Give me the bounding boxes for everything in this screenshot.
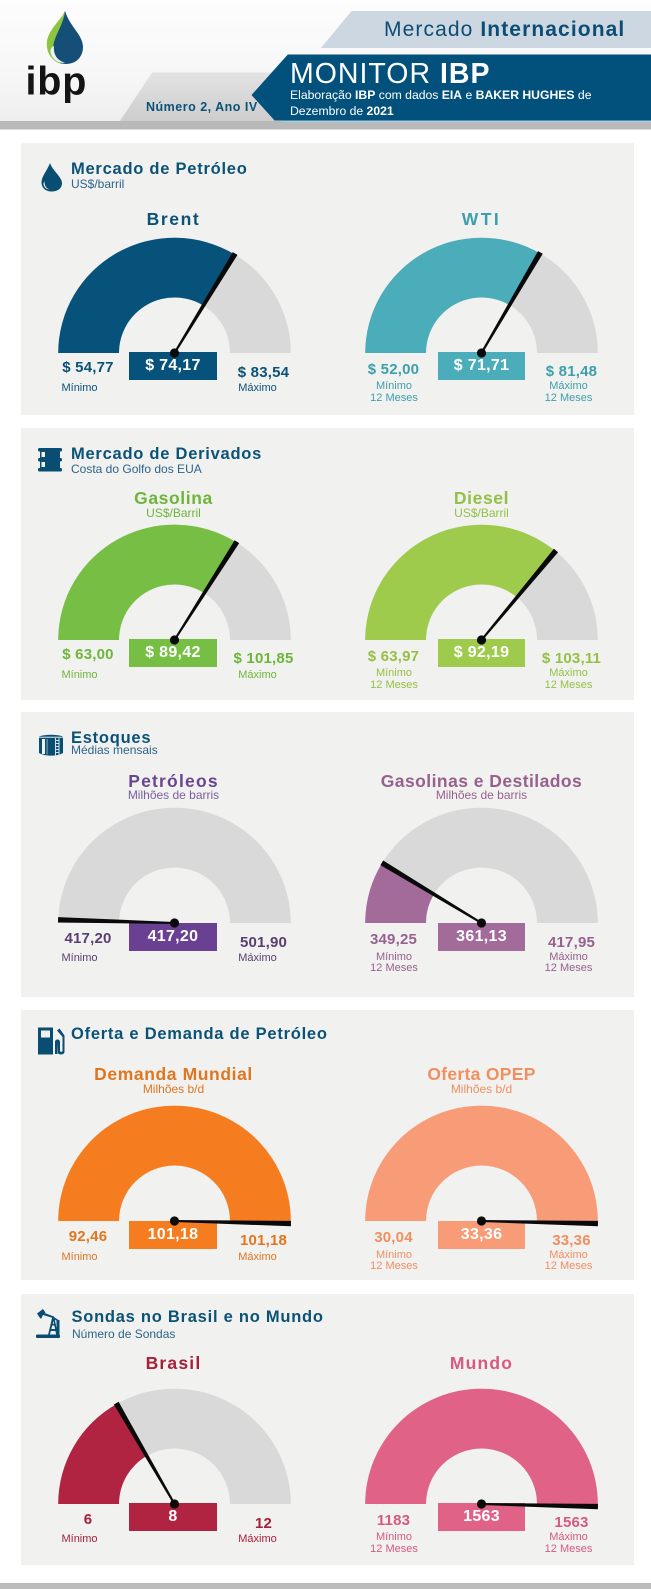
- svg-text:ibp: ibp: [26, 60, 88, 104]
